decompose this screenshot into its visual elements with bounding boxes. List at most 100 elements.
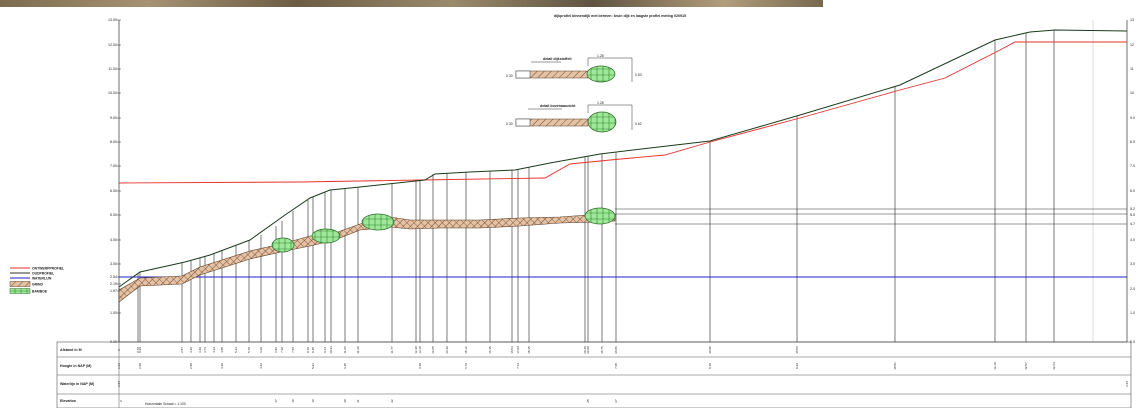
bamboo-roll	[311, 228, 341, 244]
table-cell-value: 40.95	[708, 346, 712, 354]
table-cell-value: 5.91	[311, 363, 315, 369]
table-cell-value: 11.77	[390, 346, 394, 354]
legend-swatch	[9, 288, 31, 294]
legend-label: GRIND	[32, 282, 43, 286]
table-cell-value: 17.09	[516, 346, 520, 354]
left-tick-label: 13.00	[108, 18, 117, 22]
table-row-label: Waterlijn in NAP (M)	[60, 382, 95, 386]
table-cell-value: 10.81	[893, 362, 897, 370]
legend-label: WATERLIJN	[32, 276, 52, 280]
left-tick-label: 11.00	[108, 67, 117, 71]
table-cell-value: 3.20	[220, 363, 224, 369]
table-cell-value: 13.18	[418, 346, 422, 354]
table-cell-value: 7.14	[516, 363, 520, 369]
table-cell-value: 10.34	[329, 346, 333, 354]
left-tick-label: 6.00	[110, 189, 117, 193]
table-cell-value: 12.40	[414, 346, 418, 354]
table-cell-value: 17	[274, 399, 278, 403]
table-cell-value: 18.35	[527, 346, 531, 354]
right-tick-label: 7.0	[1130, 164, 1135, 168]
table-cell-value: 8.45	[311, 347, 315, 353]
legend-label: OUDPROFIEL	[32, 271, 54, 275]
table-cell-value: 8.18	[708, 363, 712, 369]
table-row-label: Hoogte in NAP (M)	[60, 364, 92, 368]
left-tick-label: 2.19	[110, 282, 117, 286]
station-lines	[118, 30, 1055, 342]
table-cell-value: 14.05	[431, 346, 435, 354]
table-cell-value: 9.14	[323, 347, 327, 353]
right-tick-label: 4.0	[1130, 238, 1135, 242]
right-tick-label: 13	[1130, 18, 1134, 22]
table-cell-value: 16.53	[510, 346, 514, 354]
table-row-label: Afstand in M	[60, 348, 82, 352]
right-tick-label: 3.0	[1130, 262, 1135, 266]
table-cell-value: 6.76	[464, 363, 468, 369]
left-tick-label: 7.00	[110, 164, 117, 168]
table-cell-value: 4.42	[259, 363, 263, 369]
detail-1-top-label: 1.28	[597, 54, 604, 58]
table-cell-value: 2.54	[1125, 381, 1129, 387]
drawing-title: dijkprofiel binnendijk met bermen: kruin…	[554, 14, 686, 18]
table-cell-value: 20.40	[583, 346, 587, 354]
right-tick-label: 9.0	[1130, 116, 1135, 120]
table-cell-value: 20	[343, 399, 347, 403]
left-tick-label: 5.00	[110, 213, 117, 217]
table-cell-value: 3.49	[198, 347, 202, 353]
detail-2-right-label: 0.62	[635, 122, 642, 126]
table-cell-value: 7.68	[614, 363, 618, 369]
left-tick-label: 1.97	[110, 289, 117, 293]
table-cell-value: 8.10	[306, 347, 310, 353]
bamboo-roll	[584, 207, 616, 225]
right-tick-label: 4.7	[1130, 222, 1135, 226]
table-cell-value: 4.12	[212, 347, 216, 353]
table-cell-value: 0	[117, 349, 121, 351]
right-tick-label: 10	[1130, 91, 1134, 95]
table-cell-value: 3.20	[189, 347, 193, 353]
terrain-photo-strip	[0, 0, 823, 7]
detail-2-title: detail bovenaanzicht	[540, 104, 576, 108]
table-cell-value: 2.95	[189, 363, 193, 369]
left-tick-label: 8.00	[110, 140, 117, 144]
table-cell-value: 21	[356, 399, 360, 403]
table-cell-value: 0	[119, 400, 123, 402]
table-cell-value: 5.24	[234, 347, 238, 353]
table-cell-value: 16.15	[488, 346, 492, 354]
left-tick-label: 9.00	[110, 116, 117, 120]
left-tick-label: 4.00	[110, 238, 117, 242]
right-tick-label: 12	[1130, 43, 1134, 47]
right-tick-label: 2.0	[1130, 287, 1135, 291]
table-cell-value: 7.30	[280, 347, 284, 353]
table-cell-value: 30.75	[600, 346, 604, 354]
table-cell-value: 36.86	[614, 346, 618, 354]
table-cell-value: 12.63	[1052, 362, 1056, 370]
right-tick-label: 0.0	[1130, 340, 1135, 344]
left-tick-label: 1.00	[110, 311, 117, 315]
table-cell-value: 4.55	[220, 347, 224, 353]
right-tick-label: 5.0	[1130, 213, 1135, 217]
table-cell-value: 2.57	[180, 347, 184, 353]
right-tick-label: 1.0	[1130, 311, 1135, 315]
detail-1-right-label: 0.53	[635, 73, 642, 77]
legend-swatch	[9, 281, 31, 287]
detail-1: detail dijkstoffeit 1.28 0.30 0.53	[506, 54, 642, 83]
detail-2-top-label: 1.28	[597, 101, 604, 105]
table-cell-value: 11.06	[343, 346, 347, 354]
table-cell-value: 6.48	[418, 363, 422, 369]
right-tick-label: 5.2	[1130, 207, 1135, 211]
detail-1-title: detail dijkstoffeit	[543, 57, 572, 61]
table-cell-value: 12.18	[993, 362, 997, 370]
table-cell-value: 0.93	[138, 347, 142, 353]
table-row-label: Elevation	[60, 399, 76, 403]
table-cell-value: 12.57	[1024, 362, 1028, 370]
legend-label: BAMBOE	[32, 289, 48, 293]
table-cell-value: 25	[586, 399, 590, 403]
table-cell-value: 6.82	[274, 347, 278, 353]
scale-note: Horizontale Schaal = 1:100	[145, 402, 186, 406]
table-cell-value: 2.60	[138, 363, 142, 369]
table-cell-value: 46.56	[795, 346, 799, 354]
table-cell-value: 6.25	[343, 363, 347, 369]
detail-1-left-label: 0.30	[506, 74, 513, 78]
table-cell-value: 11.30	[356, 346, 360, 354]
right-tick-label: 8.0	[1130, 140, 1135, 144]
